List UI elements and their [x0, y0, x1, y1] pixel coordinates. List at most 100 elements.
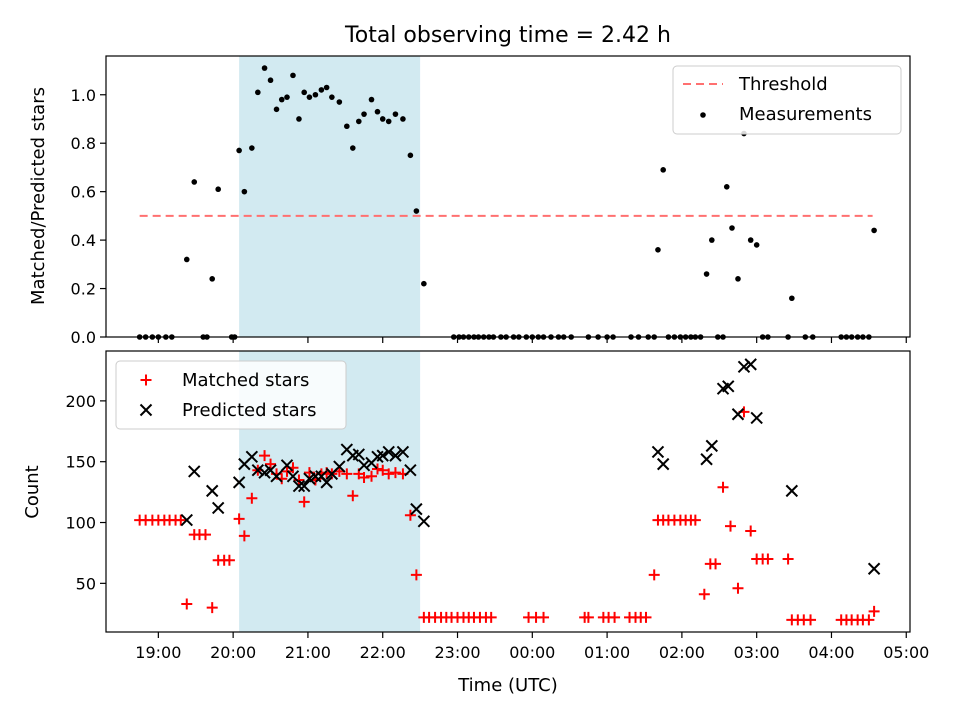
measurement-point	[318, 87, 325, 93]
matched-marker	[371, 463, 383, 475]
matched-marker	[732, 582, 744, 594]
legend-predicted-swatch	[139, 403, 153, 417]
measurement-point	[329, 94, 335, 100]
predicted-marker	[785, 484, 799, 498]
y-tick-label: 200	[65, 392, 96, 411]
measurement-point	[290, 72, 296, 79]
top-y-axis-label: Matched/Predicted stars	[28, 87, 49, 305]
legend-threshold-label: Threshold	[738, 74, 828, 95]
matched-marker	[175, 514, 187, 526]
legend-matched-label: Matched stars	[182, 370, 309, 391]
matched-marker	[259, 450, 271, 462]
measurement-point	[236, 147, 242, 154]
y-tick-label: 50	[76, 574, 96, 593]
measurement-point	[215, 186, 221, 193]
measurement-point	[723, 184, 730, 190]
predicted-marker	[389, 449, 402, 462]
x-tick-label: 03:00	[734, 643, 780, 662]
matched-marker	[582, 611, 594, 623]
x-tick-label: 19:00	[135, 643, 181, 662]
observing-span	[239, 56, 421, 337]
matched-marker	[366, 470, 378, 482]
predicted-marker	[357, 459, 371, 472]
matched-marker	[377, 464, 389, 476]
predicted-marker	[333, 460, 346, 473]
y-tick-label: 0.8	[71, 134, 96, 153]
measurement-point	[703, 271, 710, 277]
predicted-marker	[750, 411, 763, 425]
x-tick-label: 04:00	[808, 643, 854, 662]
matched-marker	[246, 492, 258, 504]
predicted-marker	[232, 476, 246, 489]
measurement-point	[374, 108, 381, 115]
measurement-point	[323, 84, 330, 91]
measurement-point	[191, 179, 198, 185]
predicted-marker	[205, 484, 219, 498]
y-tick-label: 0.4	[71, 231, 96, 250]
measurement-point	[336, 99, 343, 105]
matched-marker	[698, 588, 710, 600]
matched-marker	[717, 481, 729, 493]
predicted-marker	[700, 453, 713, 466]
measurement-point	[385, 118, 392, 125]
predicted-marker	[867, 562, 881, 575]
matched-marker	[389, 467, 401, 479]
predicted-marker	[245, 450, 259, 464]
bottom-axes-frame	[105, 350, 911, 633]
matched-marker	[358, 472, 370, 484]
measurement-point	[368, 96, 375, 103]
measurement-point	[261, 65, 268, 71]
y-tick-label: 0.2	[71, 280, 96, 299]
predicted-marker	[280, 459, 294, 472]
measurement-point	[735, 276, 741, 282]
measurement-point	[284, 94, 290, 100]
measurement-point	[789, 295, 795, 302]
bottom-y-axis-label: Count	[22, 465, 43, 518]
legend-measurement-label: Measurements	[739, 104, 872, 125]
matched-marker	[341, 468, 353, 480]
predicted-marker	[320, 476, 333, 489]
top-panel: 0.0 0.2 0.4 0.6 0.8 1.0 Threshold Measurements	[71, 55, 911, 347]
measurement-point	[296, 116, 302, 122]
predicted-marker	[286, 470, 300, 483]
predicted-marker	[651, 445, 665, 459]
measurement-point	[344, 123, 350, 130]
matched-marker	[485, 611, 497, 623]
measurement-point	[350, 145, 356, 151]
measurement-point	[278, 96, 285, 103]
legend-measurement-swatch	[700, 112, 706, 118]
matched-marker	[725, 520, 737, 532]
measurement-point	[392, 111, 399, 117]
legend-box	[672, 65, 902, 135]
matched-marker	[745, 525, 757, 537]
predicted-marker	[188, 465, 201, 478]
matched-marker	[868, 605, 880, 617]
predicted-marker	[744, 358, 757, 371]
x-tick-label: 05:00	[883, 643, 929, 662]
predicted-marker	[731, 408, 745, 421]
matched-marker	[199, 529, 211, 541]
matched-marker	[223, 554, 235, 566]
measurement-point	[400, 116, 406, 122]
predicted-marker	[737, 360, 751, 374]
matched-marker	[238, 530, 250, 542]
x-tick-label: 20:00	[210, 643, 256, 662]
measurement-point	[407, 152, 414, 159]
measurement-point	[267, 77, 274, 84]
predicted-marker	[297, 479, 311, 493]
measurement-point	[249, 145, 255, 151]
y-tick-label: 1.0	[71, 86, 96, 105]
predicted-marker	[382, 445, 395, 459]
matched-marker	[640, 611, 652, 623]
predicted-marker	[396, 445, 410, 459]
measurement-point	[709, 237, 715, 243]
x-tick-label: 23:00	[434, 643, 480, 662]
matched-marker	[404, 509, 416, 521]
matched-marker	[710, 558, 722, 570]
y-tick-label: 150	[65, 453, 96, 472]
matched-marker	[648, 569, 660, 581]
matched-marker	[782, 553, 794, 565]
legend-matched-swatch	[140, 374, 152, 386]
matched-marker	[689, 514, 701, 526]
